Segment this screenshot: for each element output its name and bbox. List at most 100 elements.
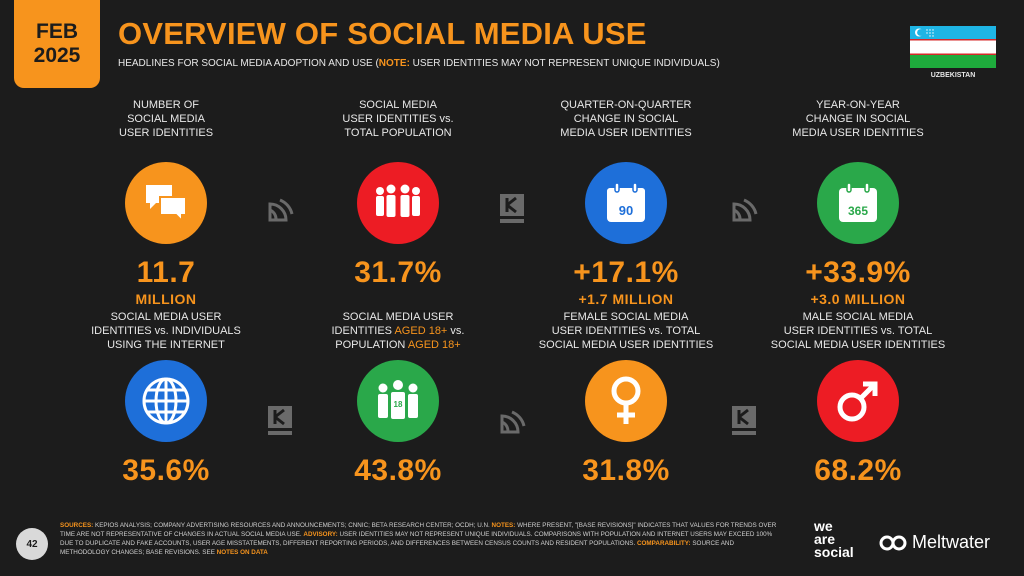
stat-value: 43.8% <box>354 454 442 487</box>
page-number: 42 <box>16 528 48 560</box>
stat-label-line: TOTAL POPULATION <box>344 127 452 139</box>
stat-label-line: USER IDENTITIES vs. TOTAL <box>783 325 933 337</box>
stat-subvalue: +1.7 MILLION <box>578 291 674 307</box>
stat-label: NUMBER OF SOCIAL MEDIA USER IDENTITIES <box>66 98 266 142</box>
label-text: vs. <box>447 325 465 337</box>
stat-label-line: USER IDENTITIES vs. <box>342 113 454 125</box>
stat-label-line: MEDIA USER IDENTITIES <box>560 127 692 139</box>
date-month: FEB <box>36 20 78 43</box>
kepios-logo-icon <box>732 406 756 435</box>
stat-value: 35.6% <box>122 454 210 487</box>
calendar-90-icon: 90 <box>585 162 667 244</box>
date-year: 2025 <box>33 44 81 67</box>
advisory-text: USER IDENTITIES MAY NOT REPRESENT UNIQUE… <box>60 531 773 547</box>
stat-label-line: POPULATION AGED 18+ <box>298 338 498 352</box>
stat-label-line: QUARTER-ON-QUARTER <box>560 99 692 111</box>
datareportal-logo-icon <box>500 410 526 434</box>
logo-line: we <box>814 518 833 534</box>
stat-value: 31.8% <box>582 454 670 487</box>
country-label: UZBEKISTAN <box>930 72 976 79</box>
stat-label-line: USER IDENTITIES <box>118 127 214 139</box>
calendar-365-icon: 365 <box>817 162 899 244</box>
stat-card-female-share: FEMALE SOCIAL MEDIA USER IDENTITIES vs. … <box>526 310 726 488</box>
advisory-label: ADVISORY: <box>303 531 338 538</box>
stat-label-line: YEAR-ON-YEAR <box>816 99 900 111</box>
calendar-number: 90 <box>619 203 633 218</box>
age-number: 18 <box>394 400 403 409</box>
stat-label-line: USING THE INTERNET <box>107 339 225 351</box>
stat-card-qoq-change: QUARTER-ON-QUARTER CHANGE IN SOCIAL MEDI… <box>526 98 726 307</box>
page-subtitle: HEADLINES FOR SOCIAL MEDIA ADOPTION AND … <box>118 58 720 69</box>
stat-label: YEAR-ON-YEAR CHANGE IN SOCIAL MEDIA USER… <box>758 98 958 142</box>
datareportal-logo-icon <box>268 198 294 222</box>
stat-label: SOCIAL MEDIA USER IDENTITIES vs. TOTAL P… <box>298 98 498 142</box>
stat-label: FEMALE SOCIAL MEDIA USER IDENTITIES vs. … <box>526 310 726 354</box>
logo-line: social <box>814 544 854 560</box>
notes-text: WHERE PRESENT, "[BASE REVISIONS]" INDICA… <box>60 522 777 538</box>
stat-label-line: SOCIAL MEDIA <box>359 99 437 111</box>
meltwater-mark-icon <box>879 535 907 550</box>
stat-label-line: SOCIAL MEDIA USER <box>110 311 222 323</box>
label-text: IDENTITIES <box>331 325 395 337</box>
stat-card-social-media-users: NUMBER OF SOCIAL MEDIA USER IDENTITIES 1… <box>66 98 266 307</box>
meltwater-logo: Meltwater <box>878 532 990 553</box>
stat-label: QUARTER-ON-QUARTER CHANGE IN SOCIAL MEDI… <box>526 98 726 142</box>
label-text: SOCIAL MEDIA USER <box>342 311 454 323</box>
stat-label-line: SOCIAL MEDIA USER IDENTITIES <box>770 339 946 351</box>
people-group-icon <box>357 162 439 244</box>
kepios-logo-icon <box>268 406 292 435</box>
logo-line: are <box>814 531 836 547</box>
speech-bubbles-icon <box>125 162 207 244</box>
stat-label-line: USER IDENTITIES vs. TOTAL <box>551 325 701 337</box>
stat-card-adult-users-vs-population: SOCIAL MEDIA USER IDENTITIES AGED 18+ vs… <box>298 310 498 488</box>
notes-on-data-link[interactable]: NOTES ON DATA <box>216 549 268 556</box>
stat-label-line: FEMALE SOCIAL MEDIA <box>563 311 689 323</box>
stat-label: SOCIAL MEDIA USER IDENTITIES AGED 18+ vs… <box>298 310 498 354</box>
stat-card-yoy-change: YEAR-ON-YEAR CHANGE IN SOCIAL MEDIA USER… <box>758 98 958 307</box>
stat-value: +33.9% <box>805 256 911 289</box>
stat-label-line: SOCIAL MEDIA USER <box>298 310 498 324</box>
female-symbol-icon <box>585 360 667 442</box>
stat-subvalue: +3.0 MILLION <box>810 291 906 307</box>
footer-notes: SOURCES: KEPIOS ANALYSIS; COMPANY ADVERT… <box>60 521 780 557</box>
stat-label-line: NUMBER OF <box>133 99 199 111</box>
we-are-social-logo: we are social <box>814 518 854 560</box>
subtitle-text: HEADLINES FOR SOCIAL MEDIA ADOPTION AND … <box>118 58 379 69</box>
comparability-text: SOURCE AND METHODOLOGY CHANGES; BASE REV… <box>60 540 734 556</box>
stat-label: MALE SOCIAL MEDIA USER IDENTITIES vs. TO… <box>758 310 958 354</box>
stat-label-line: MALE SOCIAL MEDIA <box>802 311 914 323</box>
sources-label: SOURCES: <box>60 522 94 529</box>
subtitle-note-text: USER IDENTITIES MAY NOT REPRESENT UNIQUE… <box>409 58 720 69</box>
date-badge: FEB 2025 <box>14 0 100 88</box>
male-symbol-icon <box>817 360 899 442</box>
label-text: POPULATION <box>335 339 408 351</box>
uzbekistan-flag-icon <box>910 26 996 68</box>
datareportal-logo-icon <box>732 198 758 222</box>
stat-label-line: CHANGE IN SOCIAL <box>573 113 679 125</box>
meltwater-wordmark: Meltwater <box>912 532 991 552</box>
stat-label-line: SOCIAL MEDIA USER IDENTITIES <box>538 339 714 351</box>
label-highlight: AGED 18+ <box>394 325 448 337</box>
stat-card-users-vs-internet: SOCIAL MEDIA USER IDENTITIES vs. INDIVID… <box>66 310 266 488</box>
stat-value: 31.7% <box>354 256 442 289</box>
sources-text: KEPIOS ANALYSIS; COMPANY ADVERTISING RES… <box>93 522 492 529</box>
stat-label-line: CHANGE IN SOCIAL <box>805 113 911 125</box>
stat-subvalue: MILLION <box>135 291 197 307</box>
subtitle-note-label: NOTE: <box>378 58 410 69</box>
label-highlight: AGED 18+ <box>407 339 461 351</box>
people-18-icon: 18 <box>357 360 439 442</box>
page-title: OVERVIEW OF SOCIAL MEDIA USE <box>118 16 647 51</box>
stat-label-line: IDENTITIES vs. INDIVIDUALS <box>91 325 241 337</box>
kepios-logo-icon <box>500 194 524 223</box>
stat-value: 11.7 <box>136 256 196 289</box>
comparability-label: COMPARABILITY: <box>636 540 691 547</box>
calendar-number: 365 <box>848 204 868 218</box>
stat-card-users-vs-population: SOCIAL MEDIA USER IDENTITIES vs. TOTAL P… <box>298 98 498 290</box>
stat-card-male-share: MALE SOCIAL MEDIA USER IDENTITIES vs. TO… <box>758 310 958 488</box>
stat-label: SOCIAL MEDIA USER IDENTITIES vs. INDIVID… <box>66 310 266 354</box>
stat-label-line: SOCIAL MEDIA <box>127 113 205 125</box>
stat-value: +17.1% <box>573 256 679 289</box>
stat-label-line: IDENTITIES AGED 18+ vs. <box>298 324 498 338</box>
globe-icon <box>125 360 207 442</box>
